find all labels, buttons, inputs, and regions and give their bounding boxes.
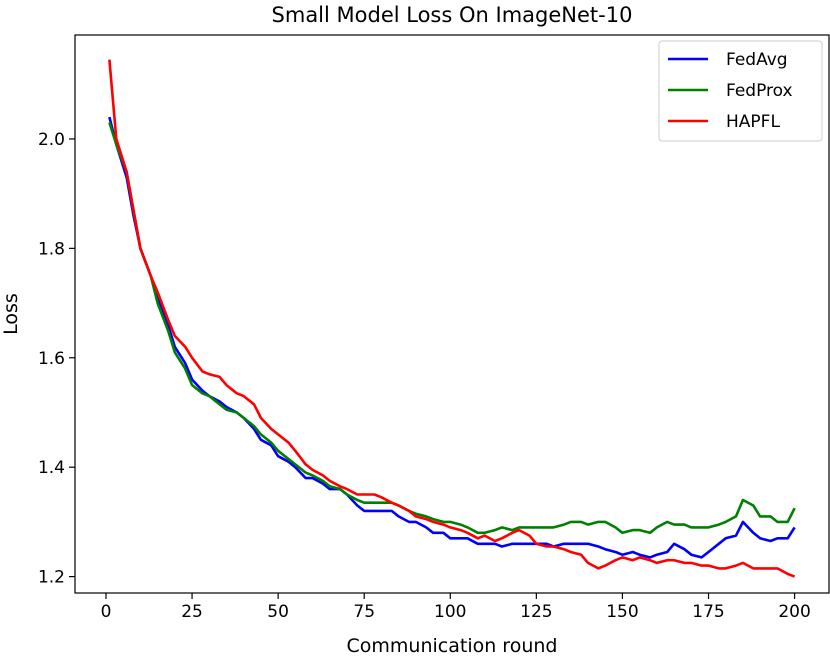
- y-tick-label: 1.6: [38, 349, 65, 369]
- x-tick-label: 175: [692, 602, 724, 622]
- x-tick-label: 150: [606, 602, 638, 622]
- legend-label: FedAvg: [726, 50, 788, 70]
- x-tick-label: 100: [434, 602, 466, 622]
- legend-box: [658, 40, 823, 142]
- x-tick-label: 0: [101, 602, 112, 622]
- chart-title: Small Model Loss On ImageNet-10: [272, 3, 633, 27]
- x-tick-label: 125: [520, 602, 552, 622]
- series-line-fedprox: [108, 122, 796, 535]
- series-line-hapfl: [108, 59, 796, 578]
- x-tick-label: 25: [181, 602, 203, 622]
- x-tick-label: 200: [778, 602, 810, 622]
- y-axis-label: Loss: [0, 293, 22, 335]
- x-axis-label: Communication round: [347, 635, 558, 657]
- legend-label: HAPFL: [726, 112, 780, 132]
- legend-label: FedProx: [726, 81, 793, 101]
- series-line-fedavg: [108, 116, 796, 559]
- y-tick-label: 1.4: [38, 458, 65, 478]
- tick-group: 0 25 50 75 100 125 150 175 200 1.2 1.4 1.6 1.8 2.0: [38, 130, 811, 622]
- y-tick-label: 1.2: [38, 568, 65, 588]
- series-group: [108, 59, 796, 578]
- y-tick-label: 2.0: [38, 130, 65, 150]
- x-tick-label: 50: [267, 602, 289, 622]
- plot-frame: [74, 34, 830, 594]
- y-tick-label: 1.8: [38, 239, 65, 259]
- legend: FedAvg FedProx HAPFL: [658, 40, 823, 142]
- x-tick-label: 75: [353, 602, 375, 622]
